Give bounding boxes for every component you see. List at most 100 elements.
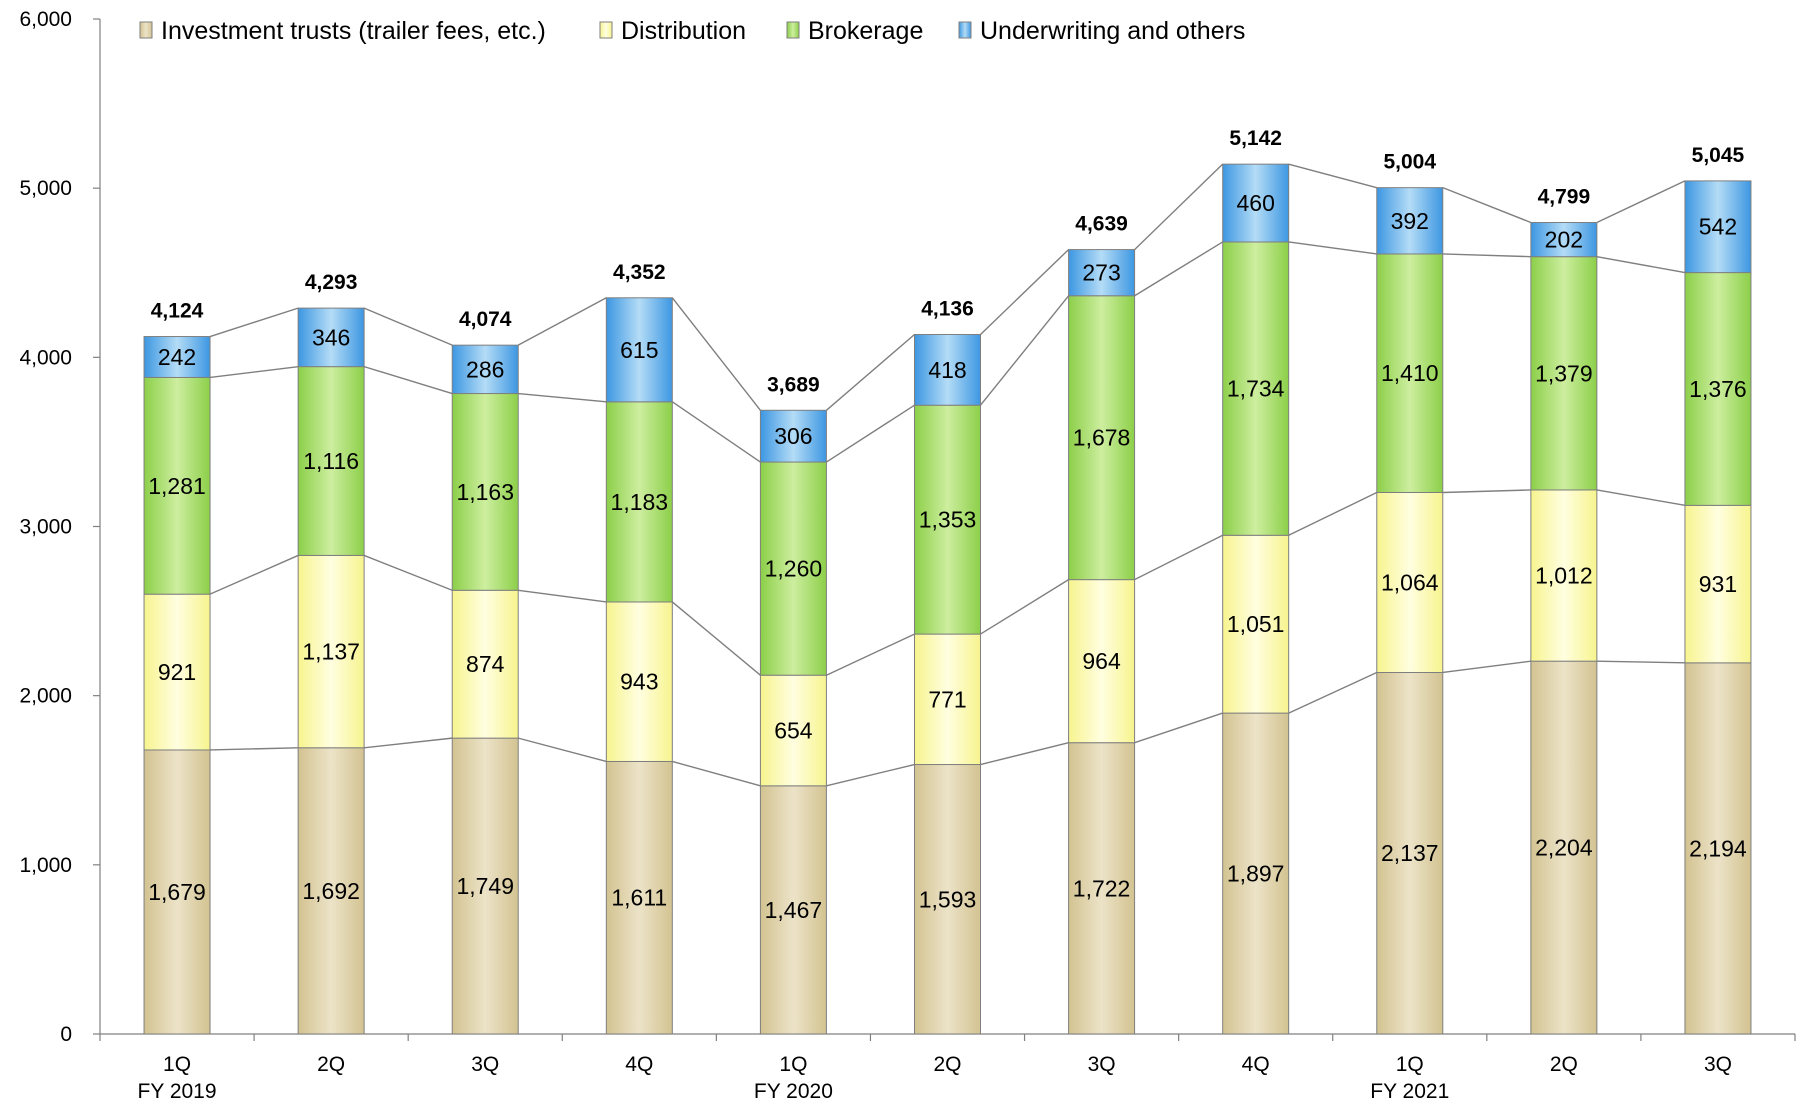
bar-segment-distribution: [1068, 579, 1136, 744]
bar-segment-investment-trusts-trailer-fees-etc: [143, 749, 211, 1035]
y-tick-label: 4,000: [19, 346, 72, 369]
bar-segment-underwriting-and-others: [1068, 249, 1136, 297]
segment-value-label: 346: [312, 324, 350, 350]
connector-line: [1134, 163, 1224, 251]
x-category-label: 2Q: [1550, 1053, 1578, 1076]
total-value-label: 3,689: [767, 373, 820, 396]
bar-segment-brokerage: [605, 401, 673, 603]
x-category-label: 1Q: [1396, 1053, 1424, 1076]
segment-value-label: 1,679: [148, 879, 206, 905]
connector-line: [1134, 534, 1223, 581]
x-category-label: 3Q: [1704, 1053, 1732, 1076]
bar-segment-brokerage: [143, 376, 211, 595]
bar-segment-investment-trusts-trailer-fees-etc: [1684, 662, 1752, 1035]
segment-value-label: 2,204: [1535, 835, 1593, 861]
segment-value-label: 1,410: [1381, 360, 1439, 386]
x-category-label: 4Q: [625, 1053, 653, 1076]
total-value-label: 4,074: [459, 308, 512, 331]
connector-line: [210, 747, 299, 751]
legend-label: Underwriting and others: [980, 17, 1245, 45]
fiscal-year-label: FY 2019: [138, 1080, 217, 1102]
total-value-label: 4,352: [613, 261, 666, 284]
x-category-label: 2Q: [317, 1053, 345, 1076]
fiscal-year-label: FY 2021: [1370, 1080, 1449, 1102]
segment-value-label: 242: [158, 344, 196, 370]
bar-segment-investment-trusts-trailer-fees-etc: [297, 747, 365, 1035]
connector-line: [1442, 253, 1531, 258]
segment-value-label: 306: [774, 423, 812, 449]
segment-value-label: 771: [928, 686, 966, 712]
bar-segment-distribution: [1684, 504, 1752, 664]
connector-line: [1442, 187, 1532, 224]
segment-value-label: 1,593: [919, 886, 977, 912]
bar-segment-distribution: [1222, 534, 1290, 714]
connector-line: [826, 763, 915, 787]
segment-value-label: 1,678: [1073, 425, 1131, 451]
y-tick-label: 1,000: [19, 854, 72, 877]
bar-segment-distribution: [143, 593, 211, 751]
segment-value-label: 1,137: [302, 639, 360, 665]
connector-line: [1596, 660, 1685, 664]
bar-segment-investment-trusts-trailer-fees-etc: [759, 785, 827, 1035]
legend-label: Distribution: [621, 17, 746, 45]
x-category-label: 4Q: [1242, 1053, 1270, 1076]
connector-line: [1596, 180, 1686, 224]
connector-line: [209, 554, 299, 595]
connector-line: [1288, 241, 1377, 255]
bar-segment-underwriting-and-others: [605, 297, 673, 403]
segment-value-label: 1,379: [1535, 360, 1593, 386]
segment-value-label: 1,692: [302, 878, 360, 904]
segment-value-label: 931: [1699, 571, 1737, 597]
segment-value-label: 1,734: [1227, 376, 1285, 402]
y-tick-label: 5,000: [19, 177, 72, 200]
y-tick-label: 0: [60, 1023, 72, 1046]
bar-segment-investment-trusts-trailer-fees-etc: [605, 760, 673, 1035]
segment-value-label: 202: [1545, 227, 1583, 253]
segment-value-label: 1,467: [765, 897, 823, 923]
bar-segment-investment-trusts-trailer-fees-etc: [1530, 660, 1598, 1035]
bar-segment-distribution: [451, 589, 519, 739]
data-labels: 1,679 921 1,281 242 4,124 1,692 1,137 1,116 346 4…: [148, 127, 1747, 923]
segment-value-label: 1,749: [456, 873, 514, 899]
axes: 0 1,000 2,000 3,000 4,000 5,000 6,000 1Q FY 2019…: [19, 8, 1796, 1102]
bar-segment-brokerage: [759, 461, 827, 676]
bar-segment-underwriting-and-others: [297, 307, 365, 368]
segment-value-label: 2,194: [1689, 835, 1747, 861]
y-tick-label: 3,000: [19, 516, 72, 539]
connector-line: [1596, 255, 1686, 274]
bar-segment-brokerage: [914, 404, 981, 635]
connector-line: [671, 297, 761, 411]
segment-value-label: 1,183: [611, 489, 669, 515]
segment-value-label: 392: [1391, 208, 1429, 234]
segment-value-label: 460: [1236, 190, 1274, 216]
segment-value-label: 1,376: [1689, 376, 1747, 402]
connector-line: [1134, 241, 1224, 297]
segment-value-label: 943: [620, 669, 658, 695]
bar-segment-investment-trusts-trailer-fees-etc: [914, 764, 981, 1035]
segment-value-label: 1,897: [1227, 861, 1285, 887]
y-tick-label: 6,000: [19, 8, 72, 31]
segment-value-label: 921: [158, 659, 196, 685]
connector-line: [1442, 660, 1531, 674]
segment-value-label: 1,163: [456, 479, 514, 505]
connector-line: [980, 249, 1070, 335]
segment-value-label: 2,137: [1381, 840, 1439, 866]
bar-segment-underwriting-and-others: [143, 336, 211, 378]
x-category-label: 3Q: [471, 1053, 499, 1076]
bar-segment-underwriting-and-others: [1222, 163, 1290, 243]
segment-value-label: 542: [1699, 214, 1737, 240]
connector-line: [1596, 489, 1686, 507]
connector-line: [1442, 489, 1531, 494]
connector-line: [363, 307, 453, 346]
bar-segment-distribution: [914, 633, 981, 766]
bar-segment-brokerage: [297, 366, 365, 556]
bar-segment-underwriting-and-others: [1684, 180, 1752, 274]
bar-segment-brokerage: [1530, 256, 1598, 491]
segment-value-label: 286: [466, 356, 504, 382]
legend: Investment trusts (trailer fees, etc.) Di…: [139, 17, 1245, 45]
connector-line: [363, 554, 453, 591]
bar-segment-distribution: [605, 601, 673, 762]
connector-line: [826, 633, 915, 676]
total-value-label: 4,124: [151, 300, 204, 323]
